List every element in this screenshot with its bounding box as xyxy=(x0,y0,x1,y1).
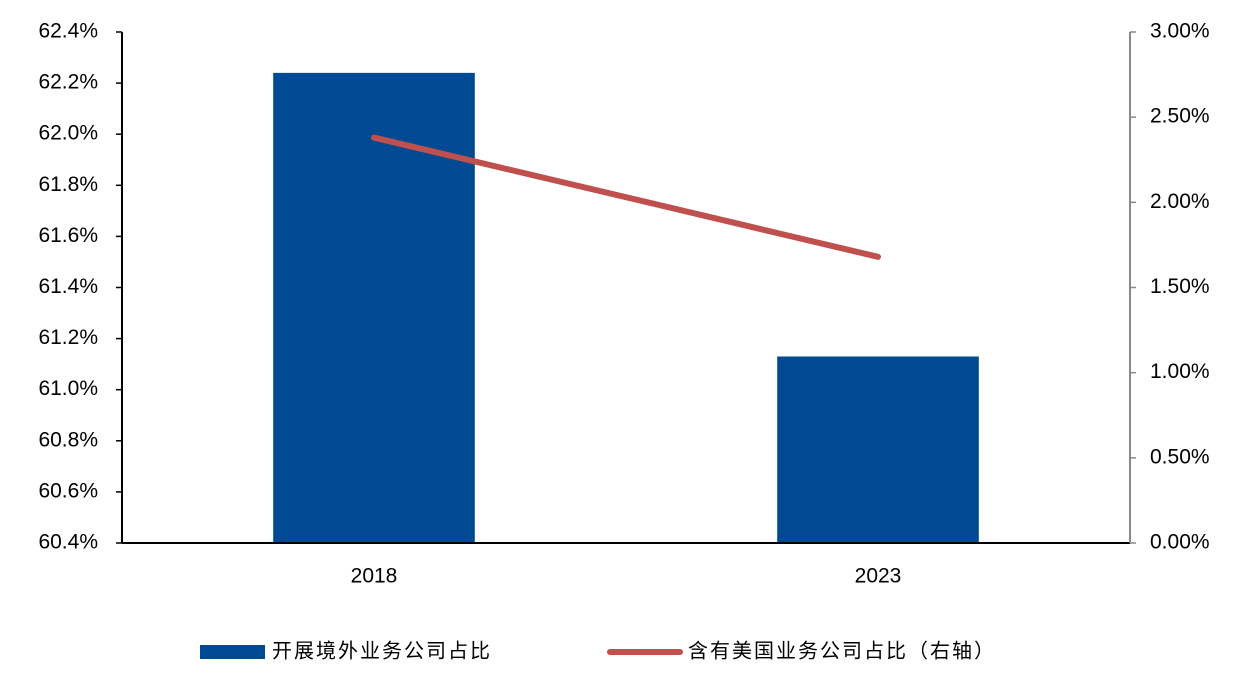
legend-label: 开展境外业务公司占比 xyxy=(272,639,492,662)
y-tick-label: 61.2% xyxy=(38,326,98,349)
y-tick-label: 61.4% xyxy=(38,275,98,298)
y-tick-label: 61.0% xyxy=(38,377,98,400)
y-tick-label: 60.6% xyxy=(38,479,98,502)
y-tick-label: 62.4% xyxy=(38,20,98,43)
y2-tick-label: 2.00% xyxy=(1150,190,1210,213)
x-tick-label: 2023 xyxy=(855,565,902,588)
y-tick-label: 60.4% xyxy=(38,531,98,554)
y-tick-label: 60.8% xyxy=(38,428,98,451)
legend-swatch xyxy=(200,645,265,659)
y2-tick-label: 3.00% xyxy=(1150,20,1210,43)
line xyxy=(371,134,881,260)
y2-tick-label: 0.50% xyxy=(1150,445,1210,468)
bar xyxy=(777,356,979,543)
y-tick-label: 61.8% xyxy=(38,173,98,196)
y-tick-label: 62.0% xyxy=(38,122,98,145)
legend-label: 含有美国业务公司占比（右轴） xyxy=(688,639,996,662)
bar xyxy=(273,72,475,543)
y-tick-label: 62.2% xyxy=(38,71,98,94)
y2-tick-label: 0.00% xyxy=(1150,531,1210,554)
y2-tick-label: 2.50% xyxy=(1150,105,1210,128)
y-tick-label: 61.6% xyxy=(38,224,98,247)
x-tick-label: 2018 xyxy=(351,565,398,588)
y2-tick-label: 1.00% xyxy=(1150,360,1210,383)
y2-tick-label: 1.50% xyxy=(1150,275,1210,298)
